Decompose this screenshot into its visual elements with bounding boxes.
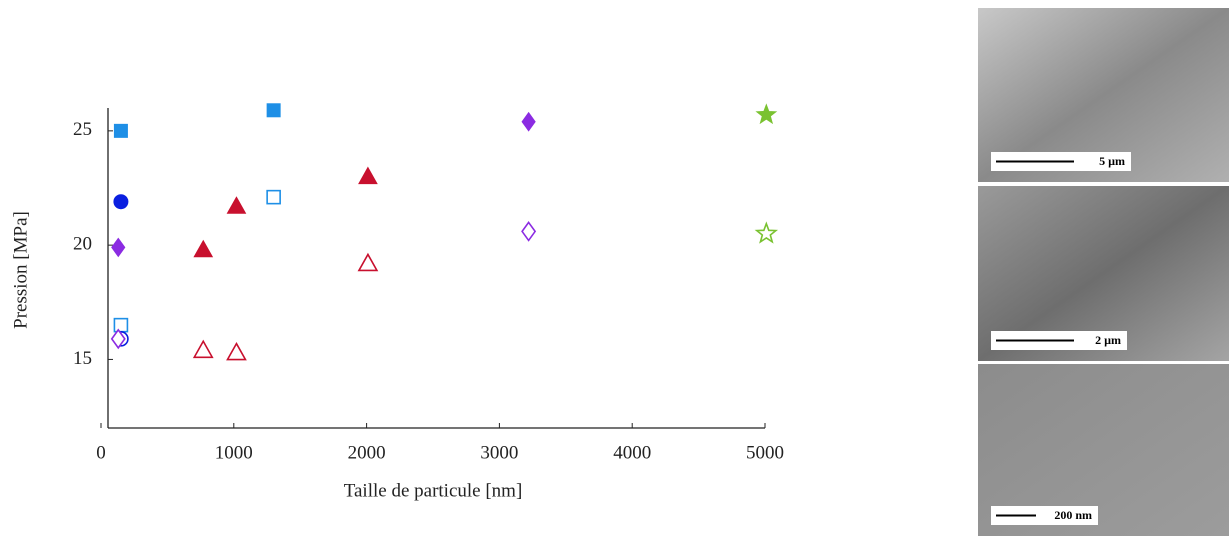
point	[226, 341, 247, 361]
point	[754, 221, 779, 244]
x-tick-label: 5000	[746, 442, 784, 463]
x-tick-label: 3000	[480, 442, 518, 463]
y-tick-label: 15	[73, 348, 92, 369]
scale-label: 2 µm	[1095, 333, 1121, 347]
x-tick-label: 1000	[215, 442, 253, 463]
point	[755, 103, 778, 125]
x-tick-label: 4000	[613, 442, 651, 463]
point	[521, 221, 537, 242]
point	[193, 239, 214, 258]
point	[226, 196, 247, 214]
point	[113, 317, 129, 333]
x-tick-label: 0	[96, 442, 106, 463]
point	[111, 237, 126, 258]
scale-box	[991, 506, 1098, 525]
scale-label: 5 µm	[1099, 154, 1125, 168]
y-tick-label: 20	[73, 234, 92, 255]
scale-label: 200 nm	[1054, 508, 1092, 522]
point	[113, 123, 128, 138]
x-axis-label: Taille de particule [nm]	[344, 480, 523, 501]
point	[357, 252, 379, 272]
point	[521, 111, 536, 132]
y-axis-label: Pression [MPa]	[10, 211, 31, 329]
point	[113, 194, 129, 210]
point	[192, 339, 214, 359]
point	[266, 103, 281, 118]
point	[110, 328, 126, 350]
y-tick-label: 25	[73, 119, 92, 140]
point	[266, 189, 281, 205]
point	[358, 166, 378, 185]
x-tick-label: 2000	[348, 442, 386, 463]
